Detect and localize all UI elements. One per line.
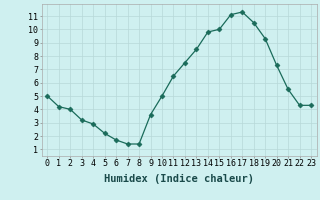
X-axis label: Humidex (Indice chaleur): Humidex (Indice chaleur)	[104, 174, 254, 184]
